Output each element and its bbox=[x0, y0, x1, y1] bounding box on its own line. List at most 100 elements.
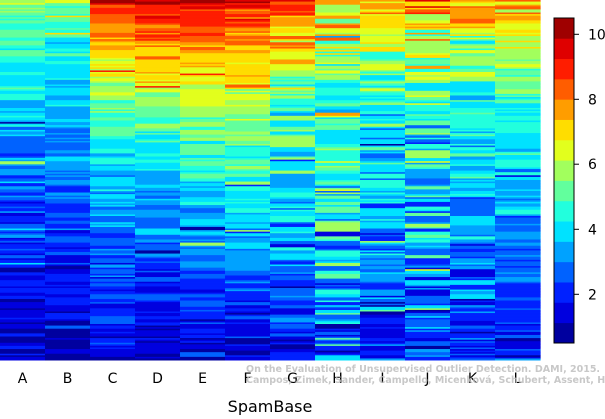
heatmap-cell bbox=[495, 68, 541, 71]
heatmap-cell bbox=[270, 303, 316, 306]
heatmap-cell bbox=[225, 322, 271, 325]
heatmap-cell bbox=[270, 306, 316, 309]
heatmap-cell bbox=[360, 245, 406, 248]
heatmap-cell bbox=[45, 162, 91, 165]
heatmap-cell bbox=[180, 87, 226, 90]
heatmap-cell bbox=[315, 53, 361, 56]
heatmap-cell bbox=[270, 131, 316, 134]
heatmap-cell bbox=[450, 283, 496, 286]
citation-watermark: On the Evaluation of Unsupervised Outlie… bbox=[246, 364, 605, 386]
heatmap-cell bbox=[495, 89, 541, 92]
heatmap-cell bbox=[90, 161, 136, 164]
heatmap-cell bbox=[225, 306, 271, 309]
heatmap-cell bbox=[180, 214, 226, 217]
heatmap-cell bbox=[90, 103, 136, 106]
heatmap-cell bbox=[405, 231, 451, 234]
heatmap-cell bbox=[225, 252, 271, 255]
heatmap-cell bbox=[270, 316, 316, 319]
heatmap-cell bbox=[180, 305, 226, 308]
heatmap-cell bbox=[135, 349, 181, 352]
heatmap-cell bbox=[495, 261, 541, 264]
heatmap-cell bbox=[0, 288, 46, 291]
heatmap-cell bbox=[225, 126, 271, 129]
heatmap-cell bbox=[360, 93, 406, 96]
heatmap-cell bbox=[450, 324, 496, 327]
heatmap-cell bbox=[45, 42, 91, 45]
heatmap-cell bbox=[450, 134, 496, 137]
heatmap-cell bbox=[45, 109, 91, 112]
heatmap-cell bbox=[360, 131, 406, 134]
heatmap-cell bbox=[90, 79, 136, 82]
heatmap-cell bbox=[45, 214, 91, 217]
heatmap-cell bbox=[495, 170, 541, 173]
heatmap-cell bbox=[405, 173, 451, 176]
heatmap-cell bbox=[0, 322, 46, 325]
heatmap-cell bbox=[225, 21, 271, 24]
heatmap-cell bbox=[225, 309, 271, 312]
heatmap-cell bbox=[225, 253, 271, 256]
heatmap-cell bbox=[360, 112, 406, 115]
heatmap-cell bbox=[495, 298, 541, 302]
heatmap-cell bbox=[360, 173, 406, 176]
heatmap-cell bbox=[135, 26, 181, 29]
heatmap-cell bbox=[180, 0, 226, 3]
heatmap-cell bbox=[135, 90, 181, 93]
heatmap-cell bbox=[270, 148, 316, 151]
heatmap-cell bbox=[180, 322, 226, 325]
heatmap-cell bbox=[450, 114, 496, 117]
heatmap-cell bbox=[180, 167, 226, 170]
heatmap-cell bbox=[405, 267, 451, 270]
heatmap-cell bbox=[0, 67, 46, 70]
heatmap-cell bbox=[315, 45, 361, 48]
x-tick-a: A bbox=[18, 371, 28, 387]
heatmap-cell bbox=[450, 234, 496, 237]
heatmap-cell bbox=[45, 51, 91, 54]
heatmap-cell bbox=[90, 9, 136, 12]
heatmap-cell bbox=[90, 305, 136, 308]
heatmap-cell bbox=[450, 39, 496, 42]
heatmap-cell bbox=[405, 42, 451, 45]
heatmap-cell bbox=[180, 98, 226, 101]
heatmap-cell bbox=[90, 106, 136, 109]
heatmap-cell bbox=[90, 253, 136, 256]
heatmap-cell bbox=[495, 82, 541, 86]
heatmap-cell bbox=[0, 150, 46, 153]
heatmap-cell bbox=[270, 252, 316, 255]
heatmap-cell bbox=[45, 6, 91, 9]
heatmap-cell bbox=[180, 37, 226, 40]
heatmap-cell bbox=[360, 67, 406, 70]
heatmap-cell bbox=[180, 253, 226, 256]
heatmap-cell bbox=[405, 147, 451, 150]
heatmap-cell bbox=[135, 34, 181, 37]
heatmap-cell bbox=[450, 106, 496, 109]
heatmap-cell bbox=[90, 197, 136, 200]
heatmap-cell bbox=[180, 266, 226, 269]
heatmap-cell bbox=[450, 65, 496, 68]
heatmap-cell bbox=[180, 201, 226, 204]
heatmap-cell bbox=[270, 29, 316, 32]
heatmap-cell bbox=[0, 25, 46, 28]
heatmap-cell bbox=[45, 194, 91, 197]
heatmap-cell bbox=[225, 216, 271, 219]
heatmap-cell bbox=[0, 10, 46, 14]
heatmap-cell bbox=[405, 21, 451, 24]
x-tick-b: B bbox=[63, 371, 73, 387]
heatmap-cell bbox=[495, 156, 541, 159]
heatmap-cell bbox=[405, 150, 451, 153]
heatmap-cell bbox=[45, 314, 91, 317]
heatmap-cell bbox=[180, 183, 226, 186]
heatmap-cell bbox=[315, 195, 361, 198]
heatmap-cell bbox=[495, 125, 541, 128]
heatmap-cell bbox=[225, 137, 271, 140]
heatmap-cell bbox=[360, 288, 406, 291]
heatmap-cell bbox=[45, 275, 91, 278]
heatmap-cell bbox=[135, 262, 181, 266]
heatmap-cell bbox=[450, 62, 496, 65]
heatmap-cell bbox=[315, 311, 361, 314]
heatmap-cell bbox=[225, 248, 271, 251]
heatmap-cell bbox=[450, 136, 496, 139]
heatmap-cell bbox=[360, 233, 406, 236]
heatmap-cell bbox=[135, 1, 181, 4]
heatmap-cell bbox=[405, 37, 451, 40]
heatmap-cell bbox=[135, 216, 181, 219]
